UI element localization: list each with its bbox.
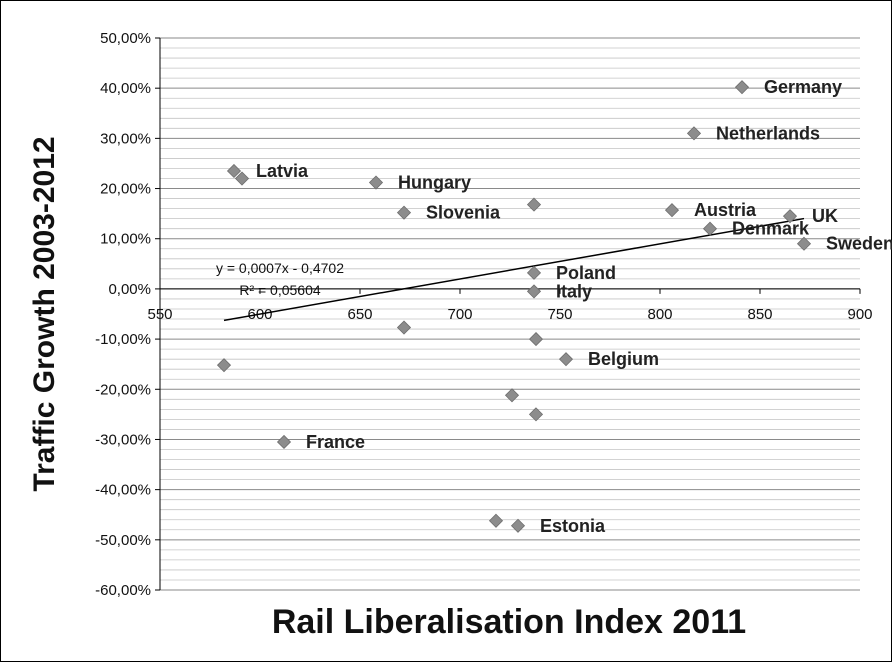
point-label: Italy: [556, 281, 592, 301]
data-point: [234, 171, 250, 186]
point-label: Germany: [764, 77, 842, 97]
data-point: [488, 513, 504, 528]
gridlines: [160, 37, 860, 591]
data-points: [216, 80, 812, 533]
y-tick-label: -50,00%: [95, 532, 151, 549]
y-tick-label: -30,00%: [95, 431, 151, 448]
data-point: [504, 388, 520, 403]
point-label: Netherlands: [716, 123, 820, 143]
point-label: Denmark: [732, 219, 810, 239]
data-point: [664, 203, 680, 218]
point-label: Hungary: [398, 173, 471, 193]
y-tick-label: 50,00%: [100, 30, 151, 47]
data-point: [796, 236, 812, 251]
trendline-equation: y = 0,0007x - 0,4702: [216, 260, 344, 276]
point-label: Austria: [694, 200, 757, 220]
data-point: [782, 209, 798, 224]
y-tick-label: -10,00%: [95, 331, 151, 348]
data-point: [526, 284, 542, 299]
x-tick-label: 900: [847, 306, 872, 323]
y-tick-label: 40,00%: [100, 80, 151, 97]
data-point: [528, 332, 544, 347]
data-point: [558, 352, 574, 367]
x-tick-label: 850: [747, 306, 772, 323]
x-tick-label: 550: [147, 306, 172, 323]
point-label: Estonia: [540, 516, 606, 536]
y-tick-label: -20,00%: [95, 381, 151, 398]
point-label: Belgium: [588, 349, 659, 369]
data-point: [396, 205, 412, 220]
data-point: [702, 221, 718, 236]
y-tick-label: 0,00%: [108, 281, 151, 298]
point-label: Slovenia: [426, 203, 501, 223]
data-point: [686, 126, 702, 141]
x-axis-title: Rail Liberalisation Index 2011: [272, 603, 746, 641]
point-label: Latvia: [256, 161, 309, 181]
trendline-r-squared: R² = 0,05604: [239, 282, 321, 298]
data-point: [510, 518, 526, 533]
point-label: Poland: [556, 263, 616, 283]
y-axis-title: Traffic Growth 2003-2012: [28, 136, 61, 491]
data-point: [226, 163, 242, 179]
point-label: France: [306, 432, 365, 452]
y-tick-labels: 50,00% 40,00% 30,00% 20,00% 10,00% 0,00% -10,0…: [95, 30, 160, 599]
point-label: Sweden: [826, 234, 892, 254]
x-tick-label: 750: [547, 306, 572, 323]
point-labels: Germany Netherlands Latvia Hungary Slovenia A…: [256, 77, 892, 536]
x-tick-label: 800: [647, 306, 672, 323]
data-point: [216, 358, 232, 373]
data-point: [526, 265, 542, 280]
y-tick-label: -60,00%: [95, 582, 151, 599]
y-tick-label: -40,00%: [95, 482, 151, 499]
trendline: [223, 217, 805, 322]
x-tick-label: 650: [347, 306, 372, 323]
data-point: [734, 80, 750, 95]
data-point: [368, 175, 384, 190]
y-tick-label: 30,00%: [100, 130, 151, 147]
data-point: [528, 407, 544, 422]
y-tick-label: 10,00%: [100, 231, 151, 248]
data-point: [396, 320, 412, 335]
data-point: [276, 434, 292, 450]
x-tick-label: 700: [447, 306, 472, 323]
data-point: [526, 197, 542, 212]
point-label: UK: [812, 206, 838, 226]
y-tick-label: 20,00%: [100, 181, 151, 198]
